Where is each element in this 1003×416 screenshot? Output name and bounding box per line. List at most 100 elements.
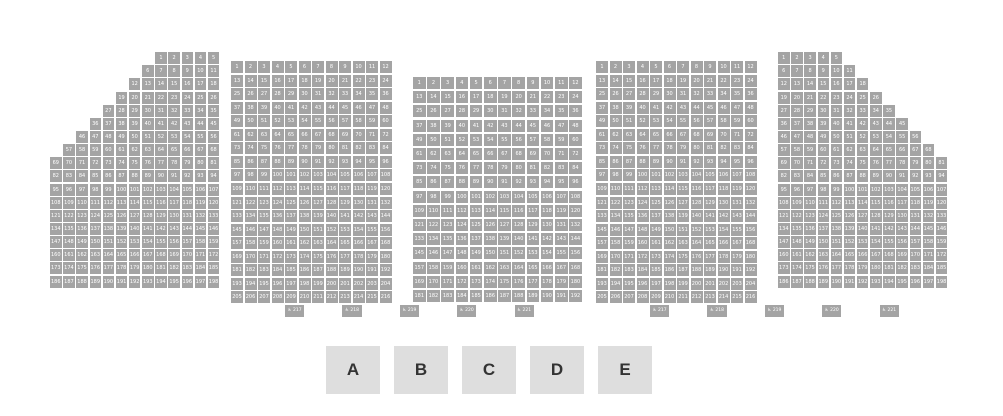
seat[interactable]: 204 xyxy=(379,277,392,290)
section-c-button[interactable]: C xyxy=(462,346,516,394)
seat[interactable]: 161 xyxy=(285,237,297,250)
seat[interactable]: 50 xyxy=(128,130,141,143)
seat[interactable]: 175 xyxy=(312,250,324,263)
seat[interactable]: 148 xyxy=(791,236,803,249)
seat[interactable]: 107 xyxy=(731,169,743,182)
seat[interactable]: 109 xyxy=(231,183,243,195)
seat[interactable]: 114 xyxy=(128,196,141,209)
seat[interactable]: 97 xyxy=(804,183,816,196)
seat[interactable]: 99 xyxy=(623,169,635,182)
seat[interactable]: 36 xyxy=(569,105,582,118)
seat[interactable]: 179 xyxy=(731,250,743,263)
seat[interactable]: 134 xyxy=(778,223,790,235)
seat[interactable]: 97 xyxy=(231,169,243,182)
seat[interactable]: 50 xyxy=(609,115,622,128)
seat[interactable]: 73 xyxy=(413,162,426,175)
seat[interactable]: 72 xyxy=(744,128,757,141)
seat[interactable]: 62 xyxy=(843,144,856,156)
seat[interactable]: 187 xyxy=(677,264,689,277)
seat[interactable]: 177 xyxy=(339,250,351,263)
seat[interactable]: 163 xyxy=(312,237,324,250)
seat[interactable]: 214 xyxy=(717,291,730,304)
seat[interactable]: 103 xyxy=(677,169,689,182)
seat[interactable]: 39 xyxy=(623,101,635,114)
seat[interactable]: 70 xyxy=(63,157,75,170)
seat[interactable]: 159 xyxy=(935,236,948,249)
seat[interactable]: 36 xyxy=(379,88,392,101)
seat[interactable]: 57 xyxy=(526,133,540,146)
seat[interactable]: 151 xyxy=(677,223,689,236)
seat[interactable]: 53 xyxy=(469,133,483,146)
seat[interactable]: 81 xyxy=(935,157,948,170)
seat[interactable]: 42 xyxy=(856,117,869,130)
seat[interactable]: 125 xyxy=(469,219,483,231)
seat[interactable]: 47 xyxy=(791,130,803,143)
seat[interactable]: 148 xyxy=(271,223,284,236)
seat[interactable]: 161 xyxy=(469,261,483,274)
seat[interactable]: 139 xyxy=(843,223,856,235)
seat[interactable]: 24 xyxy=(181,91,193,104)
seat[interactable]: 182 xyxy=(896,262,908,275)
seat[interactable]: 205 xyxy=(596,291,608,304)
seat[interactable]: 112 xyxy=(271,183,284,195)
seat[interactable]: 103 xyxy=(498,190,511,203)
seat[interactable]: 162 xyxy=(663,237,676,250)
seat[interactable]: 111 xyxy=(258,183,270,195)
seat[interactable]: 149 xyxy=(650,223,662,236)
seat[interactable]: 79 xyxy=(498,162,511,175)
seat[interactable]: 33 xyxy=(339,88,351,101)
seat[interactable]: 128 xyxy=(142,209,154,222)
seat[interactable]: 5 xyxy=(207,52,220,64)
seat[interactable]: 73 xyxy=(596,142,608,155)
seat[interactable]: 147 xyxy=(778,236,790,249)
seat[interactable]: 94 xyxy=(717,155,730,168)
seat[interactable]: 169 xyxy=(596,250,608,263)
seat[interactable]: 19 xyxy=(115,91,128,104)
seat[interactable]: 11 xyxy=(366,61,378,73)
seat[interactable]: 165 xyxy=(843,249,856,262)
seat[interactable]: 122 xyxy=(244,196,257,209)
seat[interactable]: 43 xyxy=(498,119,511,132)
section-a-button[interactable]: A xyxy=(326,346,380,394)
seat[interactable]: 67 xyxy=(312,128,324,141)
seat[interactable]: 180 xyxy=(870,262,882,275)
seat[interactable]: 18 xyxy=(484,91,497,104)
seat[interactable]: 182 xyxy=(427,290,440,302)
seat[interactable]: 77 xyxy=(650,142,662,155)
seat[interactable]: 175 xyxy=(677,250,689,263)
seat[interactable]: 190 xyxy=(352,264,365,277)
seat[interactable]: 185 xyxy=(650,264,662,277)
seat[interactable]: 29 xyxy=(128,104,141,117)
seat[interactable]: 139 xyxy=(115,223,128,235)
seat[interactable]: 58 xyxy=(791,144,803,156)
seat[interactable]: 181 xyxy=(155,262,167,275)
seat[interactable]: 173 xyxy=(50,262,62,275)
seat[interactable]: 71 xyxy=(366,128,378,141)
seat[interactable]: 80 xyxy=(194,157,207,170)
seat[interactable]: 9 xyxy=(817,65,829,78)
seat[interactable]: 107 xyxy=(207,183,220,196)
seat[interactable]: 58 xyxy=(717,115,730,128)
seat[interactable]: 58 xyxy=(352,115,365,128)
seat[interactable]: 32 xyxy=(512,105,525,118)
seat[interactable]: 52 xyxy=(455,133,469,146)
seat[interactable]: 171 xyxy=(922,249,935,262)
seat[interactable]: 118 xyxy=(717,183,730,195)
seat[interactable]: 166 xyxy=(352,237,365,250)
seat[interactable]: 78 xyxy=(484,162,497,175)
seat[interactable]: 184 xyxy=(922,262,935,275)
seat[interactable]: 43 xyxy=(312,101,324,114)
seat[interactable]: 151 xyxy=(312,223,324,236)
seat[interactable]: 69 xyxy=(526,148,540,160)
seat[interactable]: 177 xyxy=(704,250,716,263)
seat[interactable]: 37 xyxy=(102,117,115,130)
seat[interactable]: 105 xyxy=(339,169,351,182)
seat[interactable]: 56 xyxy=(325,115,338,128)
seat[interactable]: 40 xyxy=(636,101,649,114)
seat[interactable]: 181 xyxy=(231,264,243,277)
seat[interactable]: 142 xyxy=(717,210,730,223)
seat[interactable]: 134 xyxy=(609,210,622,223)
seat[interactable]: 95 xyxy=(366,155,378,168)
seat[interactable]: 131 xyxy=(731,196,743,209)
seat[interactable]: 3 xyxy=(258,61,270,73)
